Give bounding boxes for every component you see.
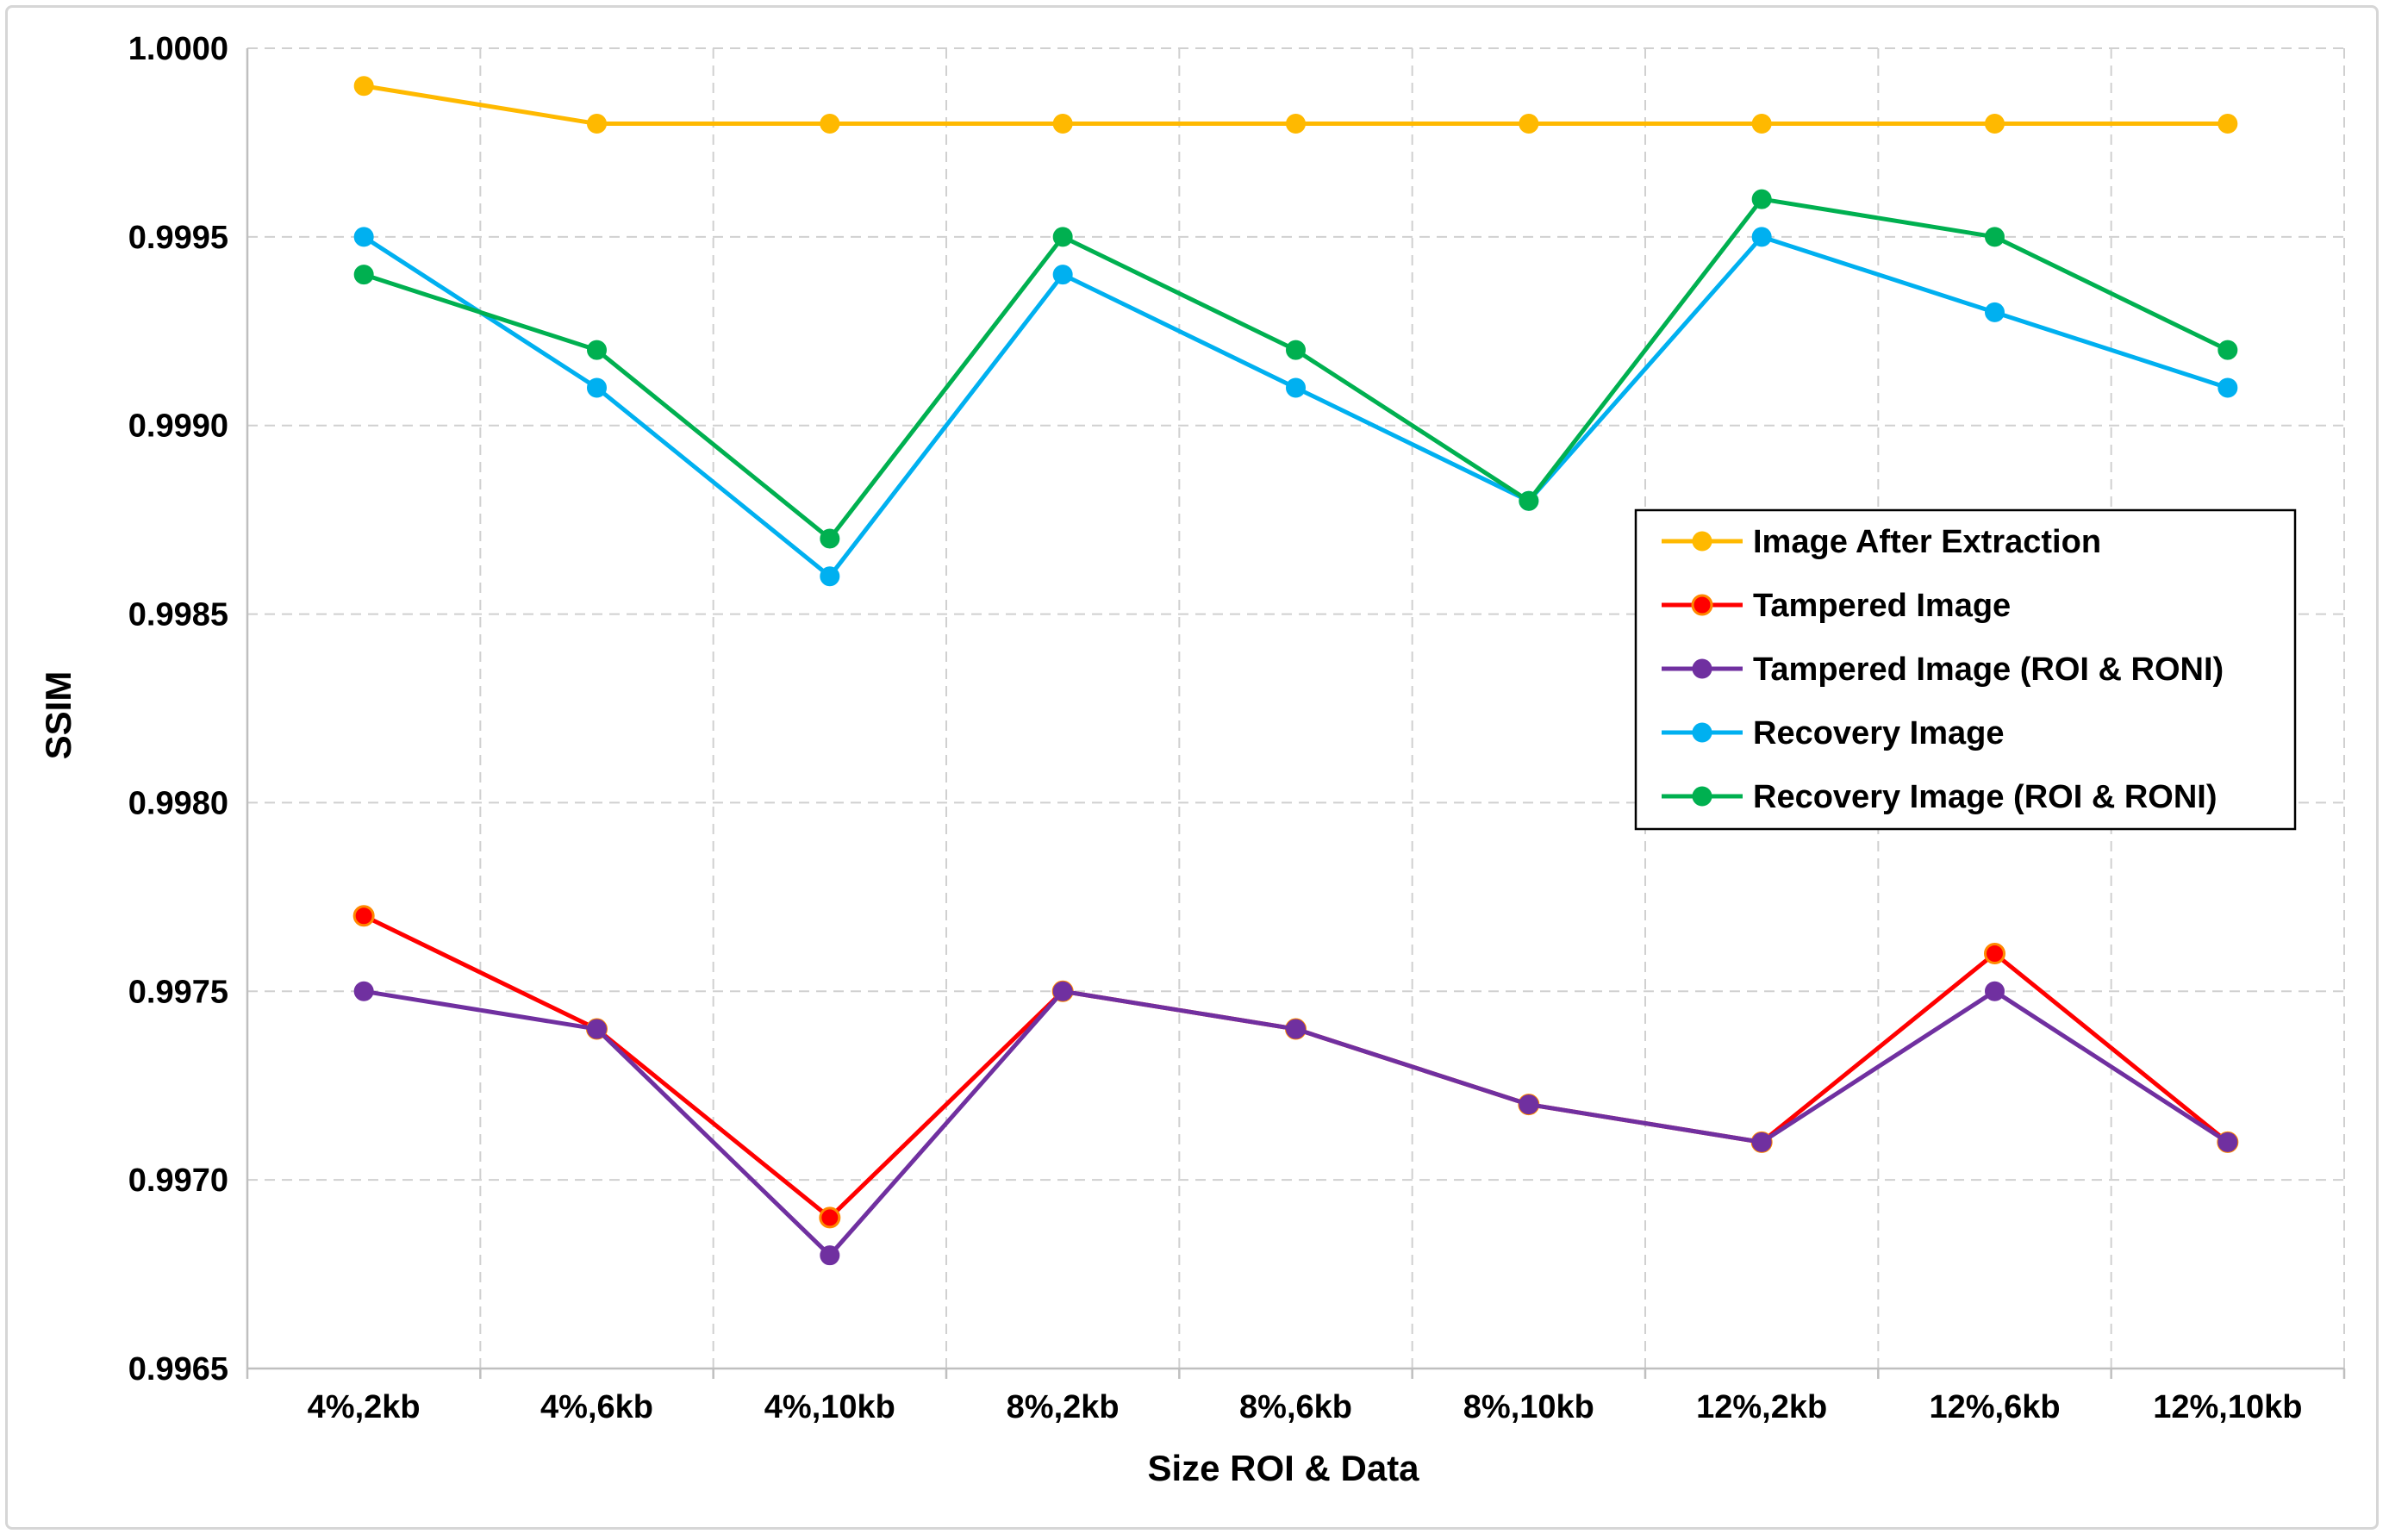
x-tick-label: 8%,2kb — [1007, 1389, 1120, 1425]
series-3 — [353, 981, 2238, 1266]
data-point — [1052, 265, 1073, 285]
data-point — [1519, 490, 1539, 511]
data-point — [587, 377, 607, 398]
x-tick-label: 8%,6kb — [1239, 1389, 1352, 1425]
y-tick-label: 0.9970 — [128, 1163, 228, 1199]
data-point — [353, 981, 374, 1001]
data-point — [820, 566, 840, 587]
legend: Image After Extraction Tampered Image Tamp… — [1634, 508, 2297, 831]
data-point — [1751, 114, 1772, 134]
legend-entry: Recovery Image (ROI & RONI) — [1662, 779, 2217, 815]
legend-box — [1634, 508, 2297, 831]
data-point — [820, 1245, 840, 1266]
legend-entry: Tampered Image (ROI & RONI) — [1662, 652, 2224, 688]
data-point — [820, 114, 840, 134]
x-axis-title: Size ROI & Data — [1147, 1448, 1419, 1488]
y-tick-label: 1.0000 — [128, 31, 228, 67]
data-point — [1286, 114, 1306, 134]
series-5 — [353, 189, 2238, 549]
data-point — [1985, 227, 2005, 247]
axes — [246, 48, 2346, 1379]
data-point — [2217, 114, 2238, 134]
y-tick-label: 0.9980 — [128, 785, 228, 821]
y-tick-label: 0.9975 — [128, 974, 228, 1010]
data-point — [820, 528, 840, 549]
legend-label: Recovery Image — [1753, 715, 2005, 751]
data-point — [819, 1206, 841, 1229]
data-point — [1052, 981, 1073, 1001]
data-point — [1286, 1019, 1306, 1039]
series-4 — [353, 227, 2238, 587]
x-tick-label: 12%,6kb — [1929, 1389, 2060, 1425]
data-point — [1985, 302, 2005, 322]
x-tick-label: 4%,6kb — [540, 1389, 653, 1425]
data-point — [2217, 1132, 2238, 1152]
data-point — [352, 905, 375, 927]
tick-labels: 0.9965 0.9970 0.9975 0.9980 0.9985 0.9990 0.99… — [128, 31, 2303, 1425]
legend-marker — [1692, 786, 1712, 807]
data-point — [1052, 114, 1073, 134]
series-line — [363, 196, 2229, 541]
data-point — [2217, 377, 2238, 398]
data-point — [1052, 227, 1073, 247]
data-point — [353, 227, 374, 247]
legend-label: Image After Extraction — [1753, 524, 2101, 560]
data-point — [587, 114, 607, 134]
legend-marker — [1692, 722, 1712, 743]
data-point — [1985, 981, 2005, 1001]
series-lines — [352, 76, 2239, 1266]
y-tick-label: 0.9990 — [128, 408, 228, 445]
data-point — [1751, 227, 1772, 247]
x-tick-label: 12%,2kb — [1696, 1389, 1827, 1425]
legend-label: Tampered Image (ROI & RONI) — [1753, 652, 2224, 688]
legend-marker — [1691, 594, 1713, 616]
legend-label: Tampered Image — [1753, 588, 2011, 624]
y-tick-label: 0.9965 — [128, 1351, 228, 1387]
data-point — [1286, 340, 1306, 360]
data-point — [1286, 377, 1306, 398]
x-tick-label: 4%,10kb — [764, 1389, 895, 1425]
y-tick-label: 0.9995 — [128, 220, 228, 256]
data-point — [587, 1019, 607, 1039]
series-1 — [353, 76, 2238, 134]
series-line — [363, 913, 2230, 1220]
data-point — [353, 265, 374, 285]
data-point — [2217, 340, 2238, 360]
legend-marker — [1692, 658, 1712, 679]
x-tick-label: 8%,10kb — [1463, 1389, 1594, 1425]
legend-entry: Recovery Image — [1662, 715, 2005, 751]
data-point — [1519, 1094, 1539, 1115]
legend-entry: Image After Extraction — [1662, 524, 2101, 560]
x-tick-label: 12%,10kb — [2153, 1389, 2302, 1425]
legend-marker — [1692, 531, 1712, 552]
legend-entry: Tampered Image — [1662, 588, 2011, 624]
data-point — [1751, 189, 1772, 209]
data-point — [353, 76, 374, 97]
data-point — [1985, 114, 2005, 134]
legend-label: Recovery Image (ROI & RONI) — [1753, 779, 2217, 815]
y-axis-title: SSIM — [38, 671, 78, 760]
data-point — [1519, 114, 1539, 134]
data-point — [587, 340, 607, 360]
y-tick-label: 0.9985 — [128, 597, 228, 633]
x-tick-label: 4%,2kb — [308, 1389, 421, 1425]
data-point — [1984, 943, 2005, 965]
data-point — [1751, 1132, 1772, 1152]
